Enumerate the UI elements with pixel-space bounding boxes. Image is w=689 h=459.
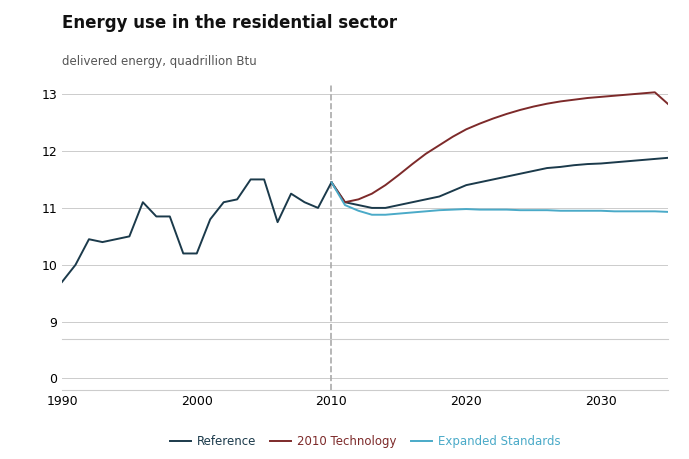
Legend: Reference, 2010 Technology, Expanded Standards: Reference, 2010 Technology, Expanded Sta… [165, 431, 566, 453]
Text: Energy use in the residential sector: Energy use in the residential sector [62, 14, 397, 32]
Text: delivered energy, quadrillion Btu: delivered energy, quadrillion Btu [62, 55, 257, 68]
